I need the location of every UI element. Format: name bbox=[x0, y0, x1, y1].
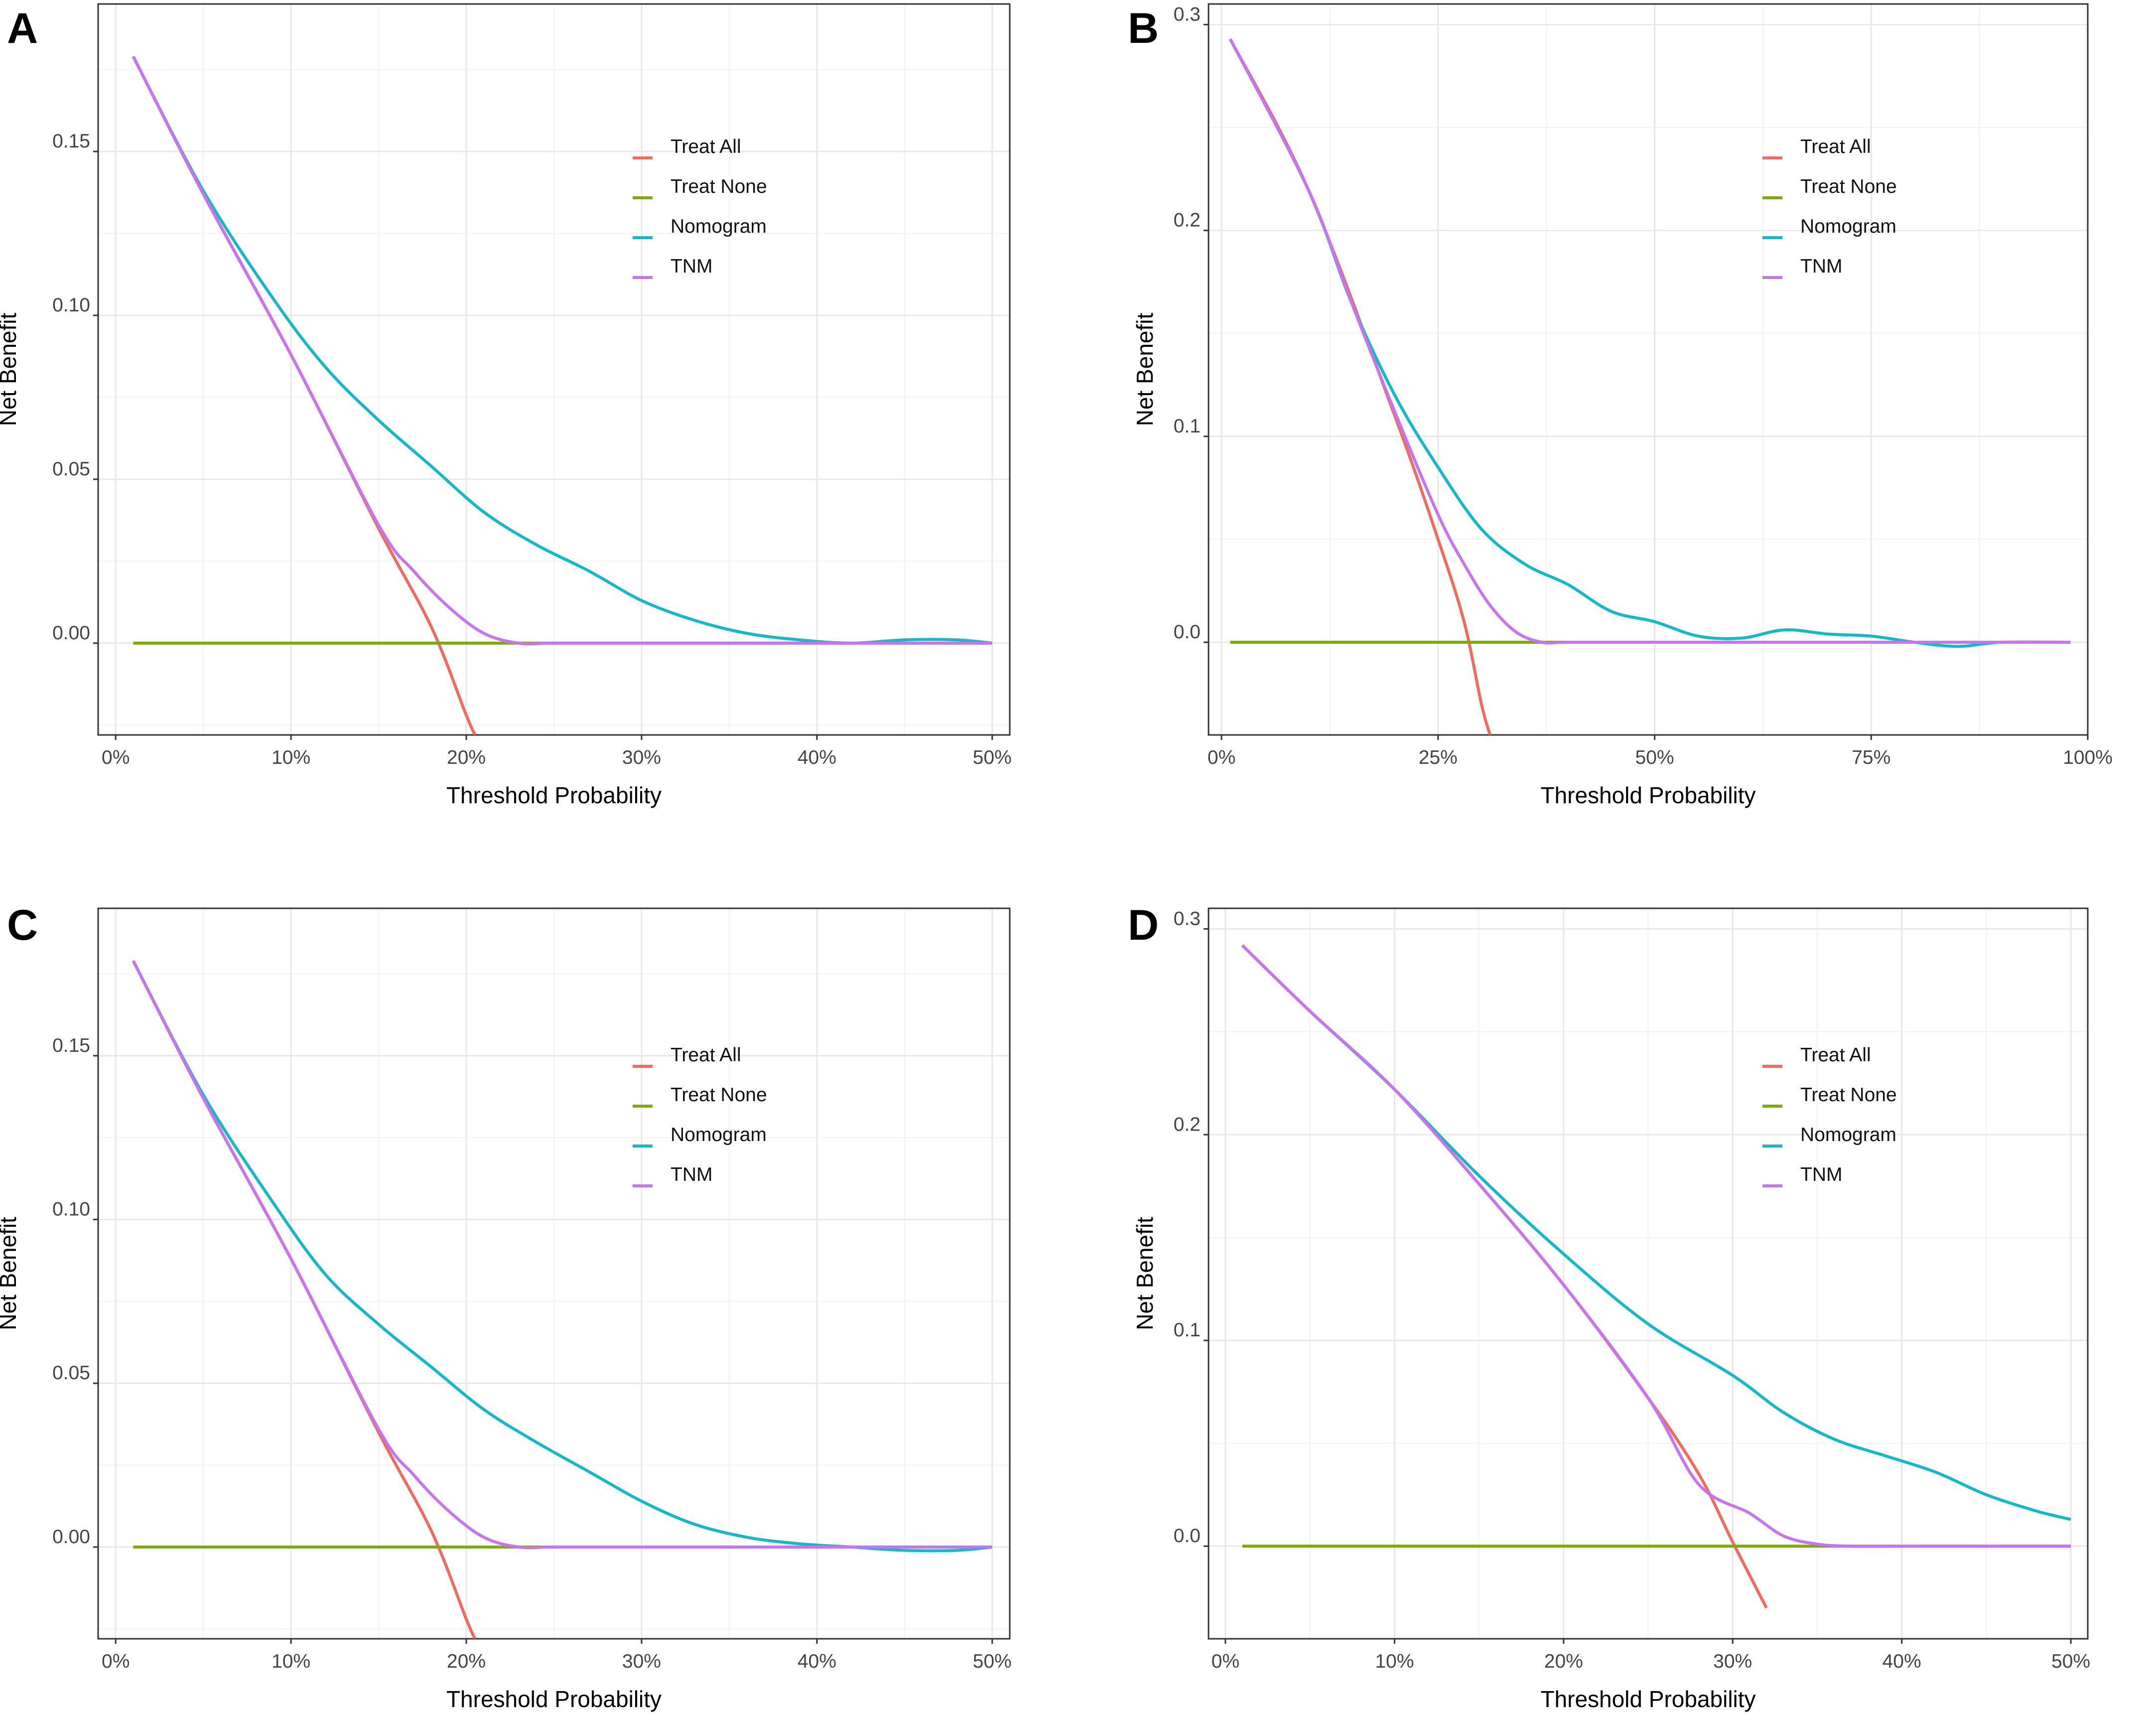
x-tick-label: 0% bbox=[102, 747, 130, 768]
legend-label: TNM bbox=[1800, 256, 1842, 277]
series-line-tnm bbox=[1241, 944, 2071, 1548]
panel-b: B 0% 25% 50% 75% 100% 0.0 0.1 0.2 0.3 Threshold P… bbox=[1078, 0, 2156, 857]
y-axis-title: Net Benefit bbox=[1132, 312, 1158, 426]
y-tick-label: 0.0 bbox=[1174, 1525, 1201, 1547]
legend-label: Treat None bbox=[671, 176, 767, 197]
series-line-tnm bbox=[132, 960, 992, 1550]
series-group bbox=[1228, 38, 2071, 735]
x-tick-label: 40% bbox=[798, 747, 836, 768]
y-tick-label: 0.1 bbox=[1174, 1319, 1201, 1341]
x-tick-label: 100% bbox=[2063, 747, 2113, 768]
y-tick-label: 0.05 bbox=[52, 1362, 90, 1384]
y-tick-label: 0.05 bbox=[52, 458, 90, 480]
x-tick-label: 50% bbox=[973, 1651, 1012, 1672]
y-axis-title: Net Benefit bbox=[1132, 1217, 1158, 1330]
x-tick-label: 0% bbox=[1208, 747, 1235, 768]
y-tick-label: 0.00 bbox=[52, 622, 90, 644]
x-axis-title: Threshold Probability bbox=[1540, 782, 1755, 808]
x-tick-label: 0% bbox=[102, 1651, 130, 1672]
series-line-tnm bbox=[1228, 38, 2071, 645]
legend-label: TNM bbox=[671, 256, 712, 277]
y-tick-label: 0.2 bbox=[1174, 210, 1201, 231]
x-tick-label: 50% bbox=[1635, 747, 1674, 768]
panel-a: A 0% 10% 20% 30% 40% 50% 0.00 0.05 0.10 0.15 Thres… bbox=[0, 0, 1078, 857]
x-tick-label: 50% bbox=[973, 747, 1012, 768]
x-tick-label: 20% bbox=[447, 747, 486, 768]
legend-label: Treat All bbox=[671, 1044, 741, 1066]
series-line-nomogram bbox=[132, 960, 993, 1553]
y-tick-label: 0.00 bbox=[52, 1526, 90, 1548]
legend-label: TNM bbox=[671, 1164, 712, 1185]
y-tick-label: 0.15 bbox=[52, 1035, 90, 1056]
x-tick-label: 0% bbox=[1212, 1651, 1239, 1672]
x-tick-label: 40% bbox=[798, 1651, 836, 1672]
chart-b: 0% 25% 50% 75% 100% 0.0 0.1 0.2 0.3 Threshold Pro… bbox=[1132, 3, 2113, 808]
legend-label: Treat All bbox=[671, 136, 741, 157]
y-tick-label: 0.15 bbox=[52, 131, 90, 152]
series-group bbox=[132, 55, 993, 735]
x-tick-label: 25% bbox=[1419, 747, 1458, 768]
legend-label: TNM bbox=[1800, 1164, 1842, 1185]
y-tick-label: 0.10 bbox=[52, 294, 90, 316]
y-tick-label: 0.3 bbox=[1174, 3, 1201, 25]
y-tick-label: 0.10 bbox=[52, 1199, 90, 1220]
x-tick-label: 30% bbox=[622, 1651, 661, 1672]
legend-label: Nomogram bbox=[671, 216, 767, 237]
panel-letter: D bbox=[1128, 901, 1159, 949]
chart-d: 0% 10% 20% 30% 40% 50% 0.0 0.1 0.2 0.3 Threshold P… bbox=[1132, 907, 2090, 1712]
y-tick-label: 0.0 bbox=[1174, 621, 1201, 643]
x-tick-label: 10% bbox=[271, 1651, 310, 1672]
y-axis-title: Net Benefit bbox=[0, 312, 21, 426]
plot-border bbox=[1208, 3, 2089, 736]
series-group bbox=[132, 960, 993, 1639]
chart-c: 0% 10% 20% 30% 40% 50% 0.00 0.05 0.10 0.15 Thresho… bbox=[0, 907, 1012, 1712]
panel-letter: B bbox=[1128, 4, 1159, 52]
legend-label: Treat All bbox=[1800, 136, 1871, 157]
x-axis-title: Threshold Probability bbox=[446, 1686, 662, 1712]
x-tick-label: 10% bbox=[1375, 1651, 1414, 1672]
y-tick-label: 0.3 bbox=[1174, 908, 1201, 929]
plot-border bbox=[97, 3, 1011, 736]
x-tick-label: 40% bbox=[1883, 1651, 1921, 1672]
legend-label: Treat None bbox=[1800, 1084, 1897, 1106]
legend-label: Treat All bbox=[1800, 1044, 1871, 1066]
legend-label: Nomogram bbox=[1800, 216, 1896, 237]
x-tick-label: 30% bbox=[622, 747, 661, 768]
y-tick-label: 0.2 bbox=[1174, 1114, 1201, 1135]
legend-label: Treat None bbox=[671, 1084, 767, 1106]
panel-letter: C bbox=[7, 901, 38, 949]
y-axis-title: Net Benefit bbox=[0, 1217, 21, 1330]
x-tick-label: 20% bbox=[1544, 1651, 1583, 1672]
legend-label: Treat None bbox=[1800, 176, 1897, 197]
plot-border bbox=[1208, 907, 2089, 1640]
x-axis-title: Threshold Probability bbox=[1540, 1686, 1755, 1712]
x-axis-title: Threshold Probability bbox=[446, 782, 662, 808]
x-tick-label: 75% bbox=[1852, 747, 1890, 768]
x-tick-label: 50% bbox=[2051, 1651, 2090, 1672]
series-line-treat-all bbox=[1241, 944, 1768, 1609]
panel-c: C 0% 10% 20% 30% 40% 50% 0.00 0.05 0.10 0.15 Thres… bbox=[0, 857, 1078, 1716]
legend-label: Nomogram bbox=[671, 1124, 767, 1145]
series-line-nomogram bbox=[132, 55, 993, 645]
panel-d: D 0% 10% 20% 30% 40% 50% 0.0 0.1 0.2 0.3 Threshold… bbox=[1078, 857, 2156, 1716]
x-tick-label: 30% bbox=[1713, 1651, 1752, 1672]
x-tick-label: 20% bbox=[447, 1651, 486, 1672]
plot-border bbox=[97, 907, 1011, 1640]
series-line-nomogram bbox=[1228, 38, 2071, 648]
y-tick-label: 0.1 bbox=[1174, 416, 1201, 437]
series-line-treat-all bbox=[1228, 38, 1491, 735]
series-line-tnm bbox=[132, 55, 992, 646]
legend-label: Nomogram bbox=[1800, 1124, 1896, 1145]
panel-letter: A bbox=[7, 4, 38, 52]
x-tick-label: 10% bbox=[271, 747, 310, 768]
chart-a: 0% 10% 20% 30% 40% 50% 0.00 0.05 0.10 0.15 Thresho… bbox=[0, 3, 1012, 808]
series-group bbox=[1241, 944, 2071, 1609]
